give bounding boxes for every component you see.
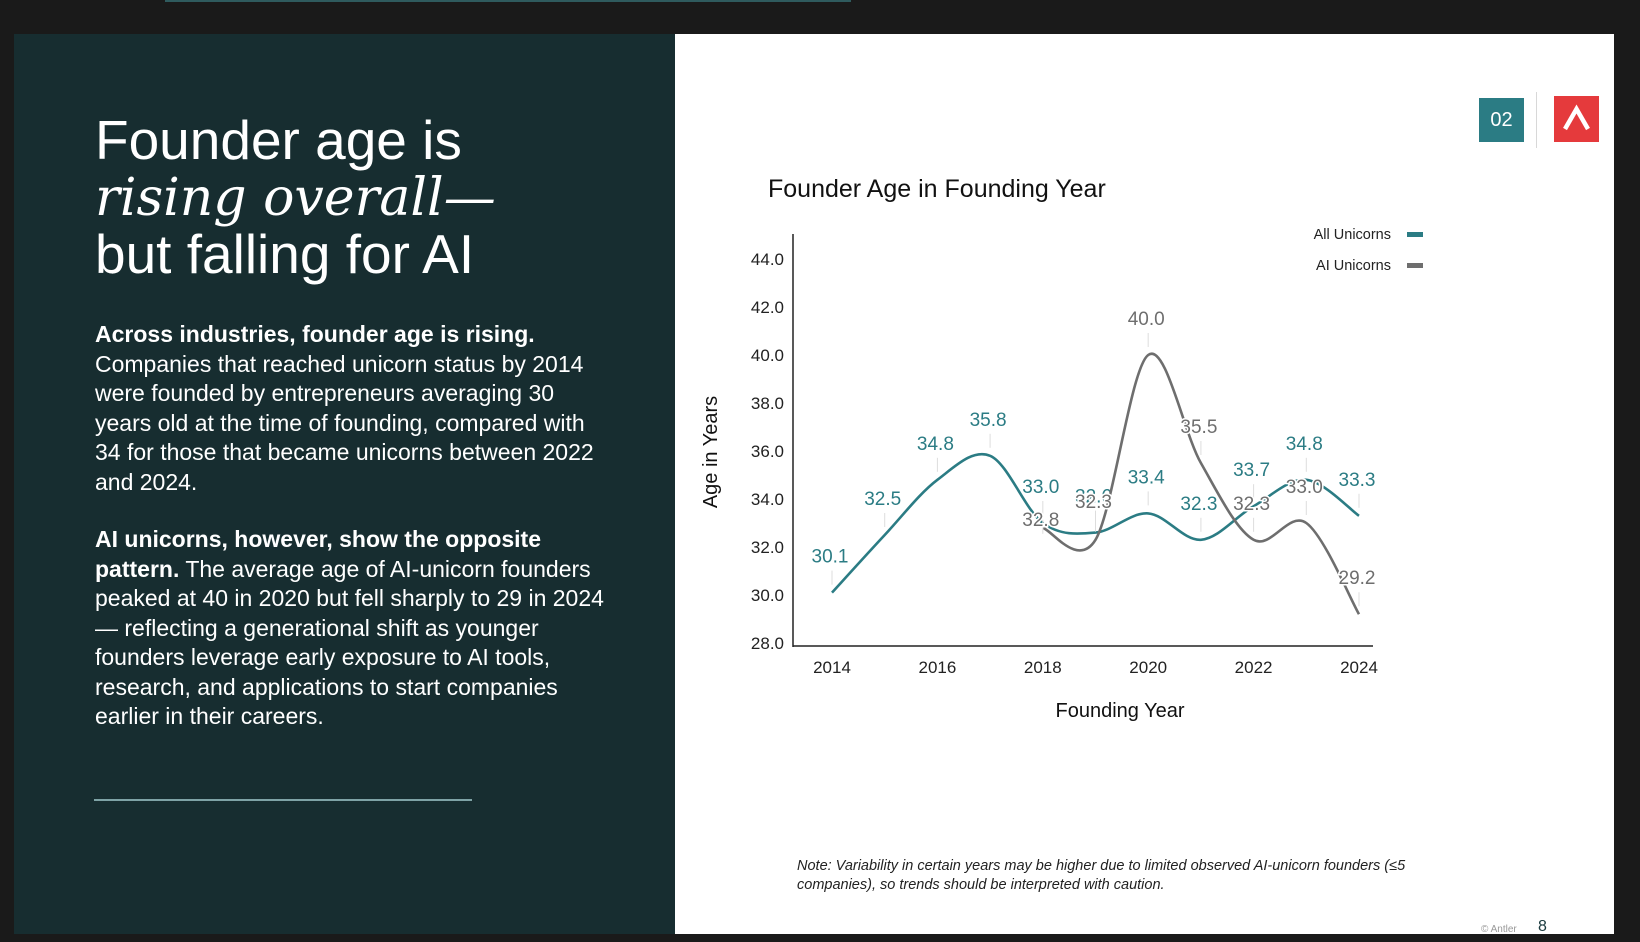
- data-label: 33.4: [1128, 467, 1165, 488]
- data-label: 35.8: [970, 410, 1007, 431]
- data-label: 32.5: [864, 489, 901, 510]
- headline-line-2: rising overall—: [95, 168, 496, 228]
- data-label: 33.0: [1022, 477, 1059, 498]
- y-tick-label: 32.0: [751, 538, 784, 557]
- x-tick-label: 2016: [918, 658, 956, 677]
- data-label: 32.3: [1075, 492, 1112, 513]
- x-tick-label: 2024: [1340, 658, 1378, 677]
- copyright: © Antler: [1481, 924, 1517, 935]
- y-tick-label: 36.0: [751, 442, 784, 461]
- y-tick-label: 42.0: [751, 298, 784, 317]
- text-panel: Founder age is rising overall— but falli…: [14, 34, 675, 934]
- divider-line: [94, 799, 472, 801]
- data-label: 32.8: [1022, 510, 1059, 531]
- paragraph-ai-text: The average age of AI-unicorn founders p…: [95, 555, 604, 730]
- y-tick-label: 30.0: [751, 586, 784, 605]
- data-label: 32.3: [1180, 494, 1217, 515]
- paragraph-ai: AI unicorns, however, show the opposite …: [95, 525, 615, 732]
- data-label: 32.3: [1233, 494, 1270, 515]
- paragraph-ai-lead: AI unicorns, however, show the opposite …: [95, 526, 542, 582]
- legend-label: All Unicorns: [1314, 227, 1391, 243]
- data-label: 33.0: [1286, 477, 1323, 498]
- data-label: 33.7: [1233, 460, 1270, 481]
- legend-label: AI Unicorns: [1316, 258, 1391, 274]
- headline-line-3: but falling for AI: [95, 223, 475, 285]
- page-number: 8: [1538, 918, 1547, 935]
- data-label: 40.0: [1128, 309, 1165, 330]
- data-label: 33.3: [1339, 470, 1376, 491]
- header-separator: [1536, 92, 1537, 148]
- data-label: 30.1: [812, 547, 849, 568]
- antler-logo: [1554, 96, 1599, 142]
- series-line-all-unicorns: [831, 452, 1360, 594]
- y-tick-label: 44.0: [751, 250, 784, 269]
- x-tick-label: 2014: [813, 658, 851, 677]
- chart-note: Note: Variability in certain years may b…: [797, 858, 1406, 893]
- y-tick-label: 28.0: [751, 634, 784, 653]
- y-tick-label: 34.0: [751, 490, 784, 509]
- data-label: 35.5: [1180, 417, 1217, 438]
- headline-line-1: Founder age is: [95, 109, 462, 171]
- paragraph-industries-text: Companies that reached unicorn status by…: [95, 350, 594, 495]
- section-badge: 02: [1479, 98, 1524, 142]
- x-tick-label: 2022: [1235, 658, 1273, 677]
- y-tick-label: 38.0: [751, 394, 784, 413]
- series-line-ai-unicorns: [1042, 352, 1361, 615]
- data-label: 34.8: [1286, 434, 1323, 455]
- headline: Founder age is rising overall— but falli…: [95, 112, 496, 282]
- paragraph-industries: Across industries, founder age is rising…: [95, 320, 615, 497]
- y-tick-label: 40.0: [751, 346, 784, 365]
- x-tick-label: 2018: [1024, 658, 1062, 677]
- window-top-accent: [165, 0, 851, 2]
- slide: Founder age is rising overall— but falli…: [14, 34, 1614, 935]
- legend-swatch: [1407, 263, 1423, 268]
- legend-swatch: [1407, 232, 1423, 237]
- y-axis-label: Age in Years: [700, 396, 722, 508]
- window-top-bar: [0, 0, 1640, 3]
- line-chart: 28.0 30.0 32.0 34.0 36.0 38.0 40.0 42.0 44.0 2014…: [700, 227, 1423, 722]
- data-label: 34.8: [917, 434, 954, 455]
- antler-logo-icon: [1563, 104, 1590, 131]
- body-text: Across industries, founder age is rising…: [95, 320, 615, 760]
- x-axis-label: Founding Year: [1055, 700, 1184, 722]
- data-label: 29.2: [1339, 568, 1376, 589]
- paragraph-industries-lead: Across industries, founder age is rising…: [95, 321, 535, 347]
- x-tick-label: 2020: [1129, 658, 1167, 677]
- chart-title: Founder Age in Founding Year: [768, 175, 1106, 203]
